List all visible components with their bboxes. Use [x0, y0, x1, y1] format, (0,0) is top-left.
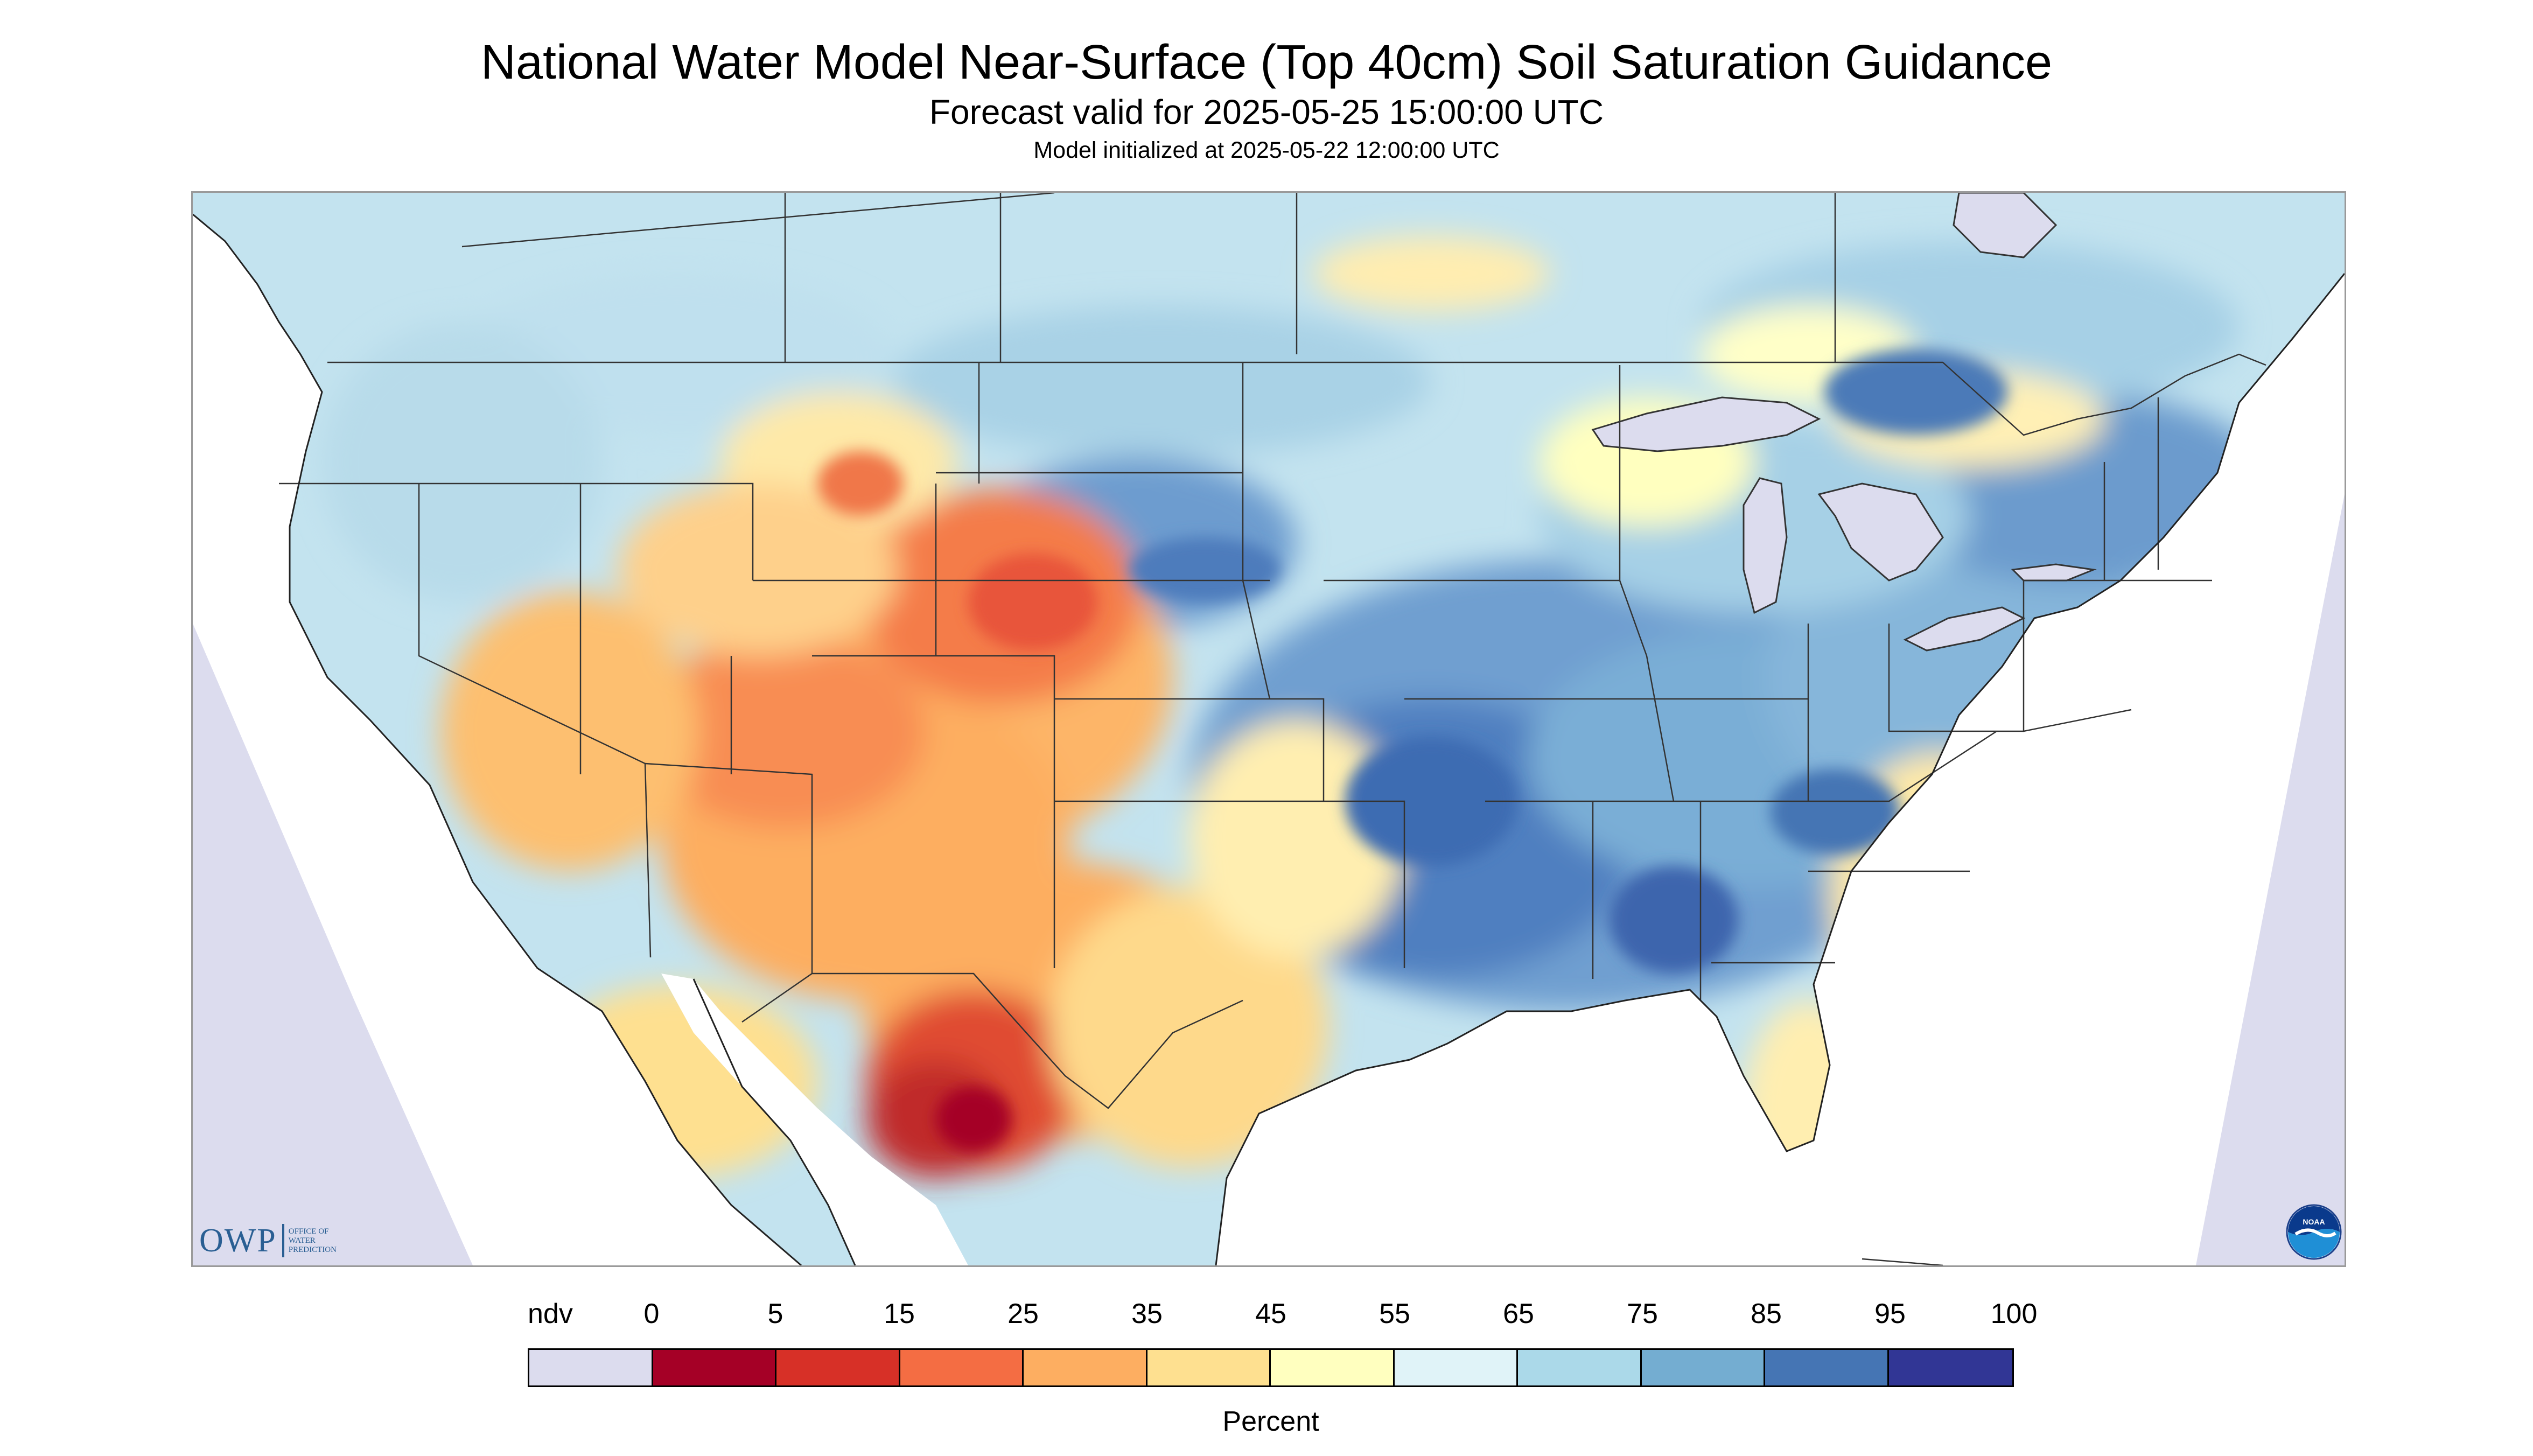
color-legend: ndv 0 5 15 25 35 45 55 65 75 85 95 100 Percent — [528, 1298, 2037, 1438]
forecast-valid-time: Forecast valid for 2025-05-25 15:00:00 U… — [929, 93, 1604, 131]
legend-label-8: 65 — [1503, 1298, 1534, 1329]
legend-label-10: 85 — [1751, 1298, 1782, 1329]
legend-label-6: 45 — [1255, 1298, 1286, 1329]
legend-labels: ndv 0 5 15 25 35 45 55 65 75 85 95 100 — [528, 1298, 2037, 1335]
model-init-time: Model initialized at 2025-05-22 12:00:00… — [1033, 137, 1500, 163]
legend-swatch-6 — [1271, 1350, 1395, 1385]
legend-swatch-2 — [776, 1350, 900, 1385]
owp-sub-line-1: OFFICE OF — [288, 1227, 329, 1236]
legend-label-12: 100 — [1990, 1298, 2038, 1329]
lake-superior — [1591, 396, 1821, 452]
owp-sub-line-2: WATER — [288, 1236, 316, 1245]
legend-swatch-9 — [1641, 1350, 1765, 1385]
legend-swatch-7 — [1394, 1350, 1518, 1385]
legend-swatch-11 — [1888, 1350, 2012, 1385]
legend-label-4: 25 — [1007, 1298, 1039, 1329]
lake-michigan — [1743, 477, 1788, 614]
legend-label-11: 95 — [1874, 1298, 1906, 1329]
legend-swatch-1 — [653, 1350, 776, 1385]
noaa-logo-text: NOAA — [2303, 1217, 2325, 1226]
soil-saturation-map — [191, 191, 2346, 1267]
lake-ontario — [2011, 563, 2097, 582]
legend-swatch-3 — [900, 1350, 1024, 1385]
legend-label-0: ndv — [528, 1298, 573, 1329]
hudson-bay — [1953, 193, 2058, 258]
legend-label-7: 55 — [1379, 1298, 1410, 1329]
lake-huron — [1817, 482, 1944, 582]
legend-swatch-8 — [1518, 1350, 1642, 1385]
legend-swatch-5 — [1147, 1350, 1271, 1385]
owp-logo-subtext: OFFICE OF WATER PREDICTION — [289, 1227, 337, 1255]
legend-swatch-0 — [529, 1350, 653, 1385]
legend-swatch-10 — [1765, 1350, 1889, 1385]
baja-gulf-coast — [692, 978, 856, 1265]
map-canvas — [193, 193, 2345, 1265]
us-mexico-border — [741, 972, 1243, 1109]
coastlines — [193, 213, 2345, 1265]
gulf-atlantic-coast — [1215, 273, 2345, 1265]
legend-swatch-4 — [1024, 1350, 1147, 1385]
legend-label-1: 0 — [643, 1298, 660, 1329]
legend-label-2: 5 — [767, 1298, 783, 1329]
legend-label-5: 35 — [1131, 1298, 1163, 1329]
legend-label-3: 15 — [884, 1298, 915, 1329]
great-lakes — [1591, 193, 2097, 652]
noaa-logo-icon: NOAA — [2286, 1204, 2342, 1260]
owp-logo-divider — [282, 1224, 284, 1257]
owp-logo-text: OWP — [199, 1222, 277, 1259]
legend-unit-label: Percent — [1222, 1406, 1319, 1437]
legend-colorbar — [528, 1348, 2014, 1387]
legend-label-9: 75 — [1627, 1298, 1658, 1329]
pacific-coast — [193, 213, 802, 1265]
map-title: National Water Model Near-Surface (Top 4… — [480, 36, 2052, 89]
owp-sub-line-3: PREDICTION — [288, 1245, 337, 1254]
state-borders — [279, 193, 2266, 1265]
owp-logo: OWP OFFICE OF WATER PREDICTION — [199, 1221, 337, 1260]
